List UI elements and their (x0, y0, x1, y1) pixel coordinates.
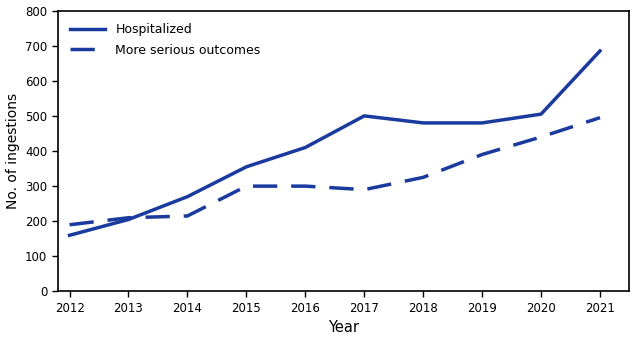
Hospitalized (243, 165, 250, 169)
More serious outcomes (478, 152, 486, 157)
More serious outcomes (361, 188, 368, 192)
Hospitalized (302, 146, 309, 150)
Hospitalized (66, 233, 74, 237)
Hospitalized (124, 218, 132, 222)
Hospitalized (596, 49, 604, 53)
Hospitalized (537, 112, 545, 116)
More serious outcomes (66, 223, 74, 227)
More serious outcomes (596, 116, 604, 120)
Hospitalized (361, 114, 368, 118)
More serious outcomes (184, 214, 191, 218)
X-axis label: Year: Year (328, 321, 359, 336)
More serious outcomes (537, 135, 545, 139)
Hospitalized (419, 121, 427, 125)
Hospitalized (478, 121, 486, 125)
Line: More serious outcomes: More serious outcomes (70, 118, 600, 225)
More serious outcomes (419, 175, 427, 179)
Y-axis label: No. of ingestions: No. of ingestions (6, 93, 20, 209)
Line: Hospitalized: Hospitalized (70, 51, 600, 235)
More serious outcomes (243, 184, 250, 188)
More serious outcomes (302, 184, 309, 188)
Legend: Hospitalized, More serious outcomes: Hospitalized, More serious outcomes (64, 17, 267, 63)
More serious outcomes (124, 216, 132, 220)
Hospitalized (184, 195, 191, 199)
